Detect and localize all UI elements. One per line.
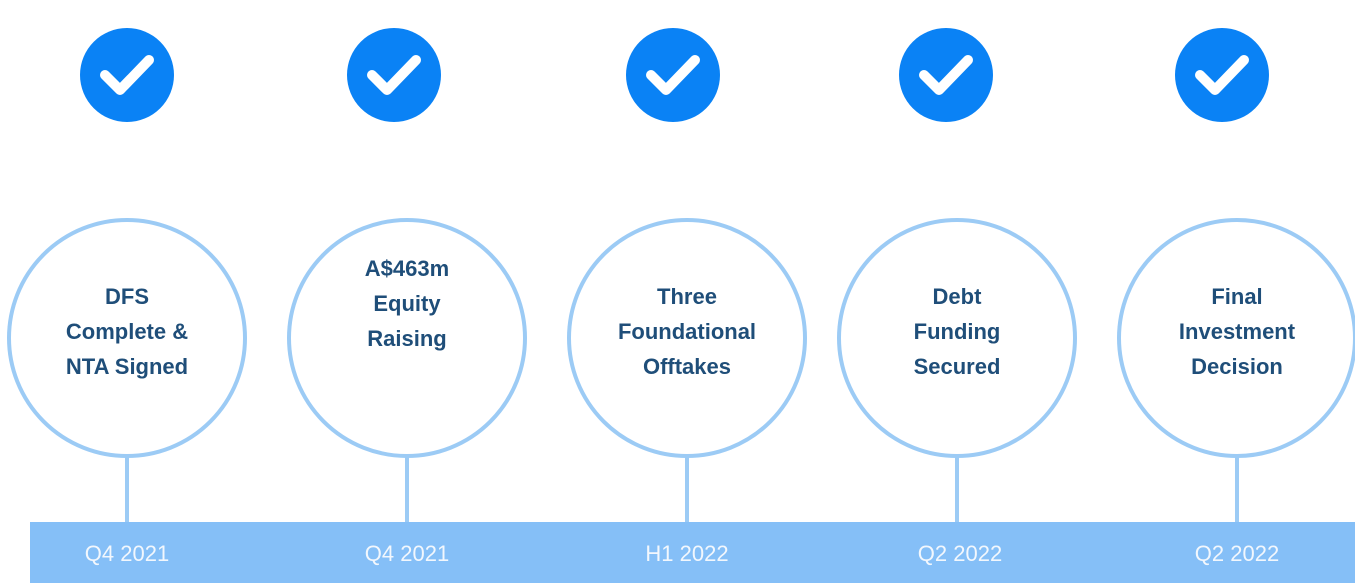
check-mark xyxy=(367,55,421,95)
check-badge xyxy=(80,28,174,122)
check-badge xyxy=(626,28,720,122)
milestone-label: Three xyxy=(657,284,717,309)
date-bar xyxy=(30,522,1355,583)
milestone-circle xyxy=(567,218,807,458)
milestone-label: NTA Signed xyxy=(66,354,188,379)
milestone-label: Foundational xyxy=(618,319,756,344)
milestone-date: H1 2022 xyxy=(645,541,728,566)
milestone-label: Final xyxy=(1211,284,1262,309)
check-mark xyxy=(100,55,154,95)
milestone-label: Equity xyxy=(373,291,441,316)
milestone-label: Debt xyxy=(933,284,983,309)
milestone-circle xyxy=(287,218,527,458)
milestone-label: Secured xyxy=(914,354,1001,379)
milestone-circle xyxy=(837,218,1077,458)
check-mark xyxy=(919,55,973,95)
milestone-date: Q4 2021 xyxy=(85,541,169,566)
check-badge xyxy=(1175,28,1269,122)
check-badge xyxy=(347,28,441,122)
milestone-label: Raising xyxy=(367,326,446,351)
milestone-label: Complete & xyxy=(66,319,188,344)
milestone-date: Q4 2021 xyxy=(365,541,449,566)
check-badge xyxy=(899,28,993,122)
check-mark xyxy=(646,55,700,95)
milestone-circle xyxy=(1117,218,1355,458)
milestone-label: DFS xyxy=(105,284,149,309)
milestone-label: A$463m xyxy=(365,256,449,281)
milestone-label: Investment xyxy=(1179,319,1296,344)
milestone-label: Offtakes xyxy=(643,354,731,379)
milestone-circle xyxy=(7,218,247,458)
milestone-label: Funding xyxy=(914,319,1001,344)
check-mark xyxy=(1195,55,1249,95)
milestone-label: Decision xyxy=(1191,354,1283,379)
milestone-date: Q2 2022 xyxy=(918,541,1002,566)
milestone-date: Q2 2022 xyxy=(1195,541,1279,566)
